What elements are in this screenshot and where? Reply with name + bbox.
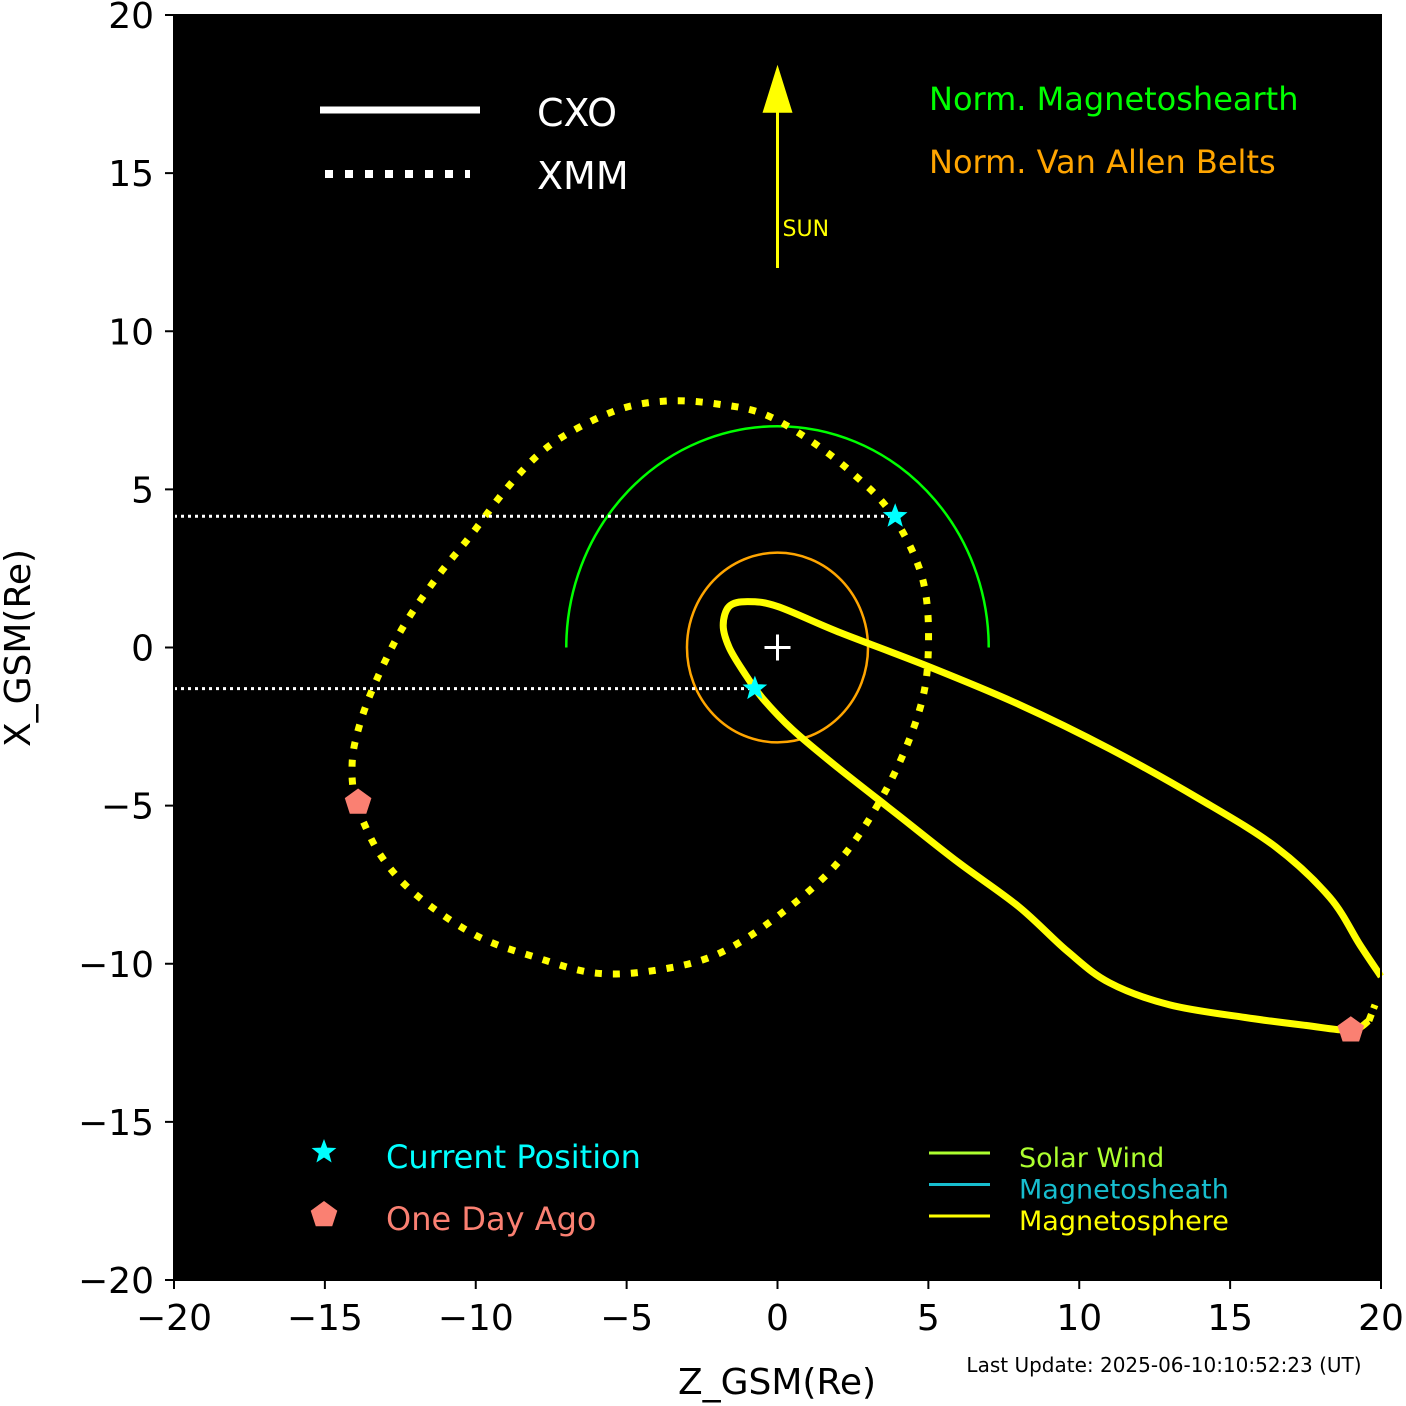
y-tick-label: −5 (101, 787, 154, 828)
magnetosheath-norm-arc (565, 424, 990, 648)
x-tick-label: 15 (1207, 1298, 1253, 1339)
xmm-orbit-tail (1365, 1003, 1379, 1022)
xmm-orbit-line (348, 397, 933, 978)
legend-norm-label: Norm. Magnetoshearth (929, 80, 1298, 118)
earth-center-cross (764, 634, 791, 661)
x-tick-label: −20 (136, 1298, 212, 1339)
orbit-series (348, 397, 1384, 1034)
x-tick-label: −10 (438, 1298, 514, 1339)
y-tick-label: −20 (78, 1261, 154, 1302)
one-day-ago-marker (344, 788, 372, 814)
sun-arrow-head (762, 64, 793, 113)
last-update-footer: Last Update: 2025-06-10:10:52:23 (UT) (966, 1353, 1361, 1377)
y-axis-label: X_GSM(Re) (0, 549, 39, 747)
cxo-orbit-line (719, 598, 1384, 1034)
x-tick-label: 0 (766, 1298, 789, 1339)
y-tick-label: 20 (108, 0, 154, 37)
y-tick-label: 15 (108, 154, 154, 195)
sun-arrow: SUN (762, 64, 830, 268)
x-axis-label: Z_GSM(Re) (678, 1362, 876, 1403)
y-tick-label: −15 (78, 1103, 154, 1144)
normal-regions (565, 424, 990, 744)
legend-cxo-label: CXO (537, 91, 617, 135)
one-day-ago-marker (1337, 1016, 1365, 1042)
legend-region-label: Magnetosheath (1019, 1175, 1229, 1206)
legend-one-day-ago-icon (310, 1201, 338, 1227)
x-tick-label: −15 (287, 1298, 363, 1339)
current-position-marker (882, 503, 908, 527)
axes: −20 −15 −10 −5 0 5 10 15 20 −20 −15 −10 −5 0 5 10 15 20 (78, 0, 1404, 1339)
y-tick-label: 10 (108, 312, 154, 353)
legend-region-label: Magnetosphere (1019, 1206, 1229, 1237)
x-tick-label: 10 (1056, 1298, 1102, 1339)
x-tick-label: −5 (600, 1298, 653, 1339)
x-tick-label: 5 (917, 1298, 940, 1339)
y-tick-label: −10 (78, 945, 154, 986)
van-allen-norm-ring (685, 551, 870, 744)
y-tick-label: 0 (131, 629, 154, 670)
legend-norm-label: Norm. Van Allen Belts (929, 143, 1276, 181)
legend-one-day-ago-label: One Day Ago (386, 1200, 596, 1238)
legend-region-label: Solar Wind (1019, 1143, 1164, 1174)
y-tick-label: 5 (131, 470, 154, 511)
legend-current-position-icon (311, 1139, 337, 1163)
current-position-marker (742, 675, 768, 700)
position-markers (174, 503, 1365, 1042)
legend-xmm-label: XMM (537, 154, 629, 198)
sun-arrow-label: SUN (783, 217, 830, 242)
x-tick-label: 20 (1358, 1298, 1404, 1339)
legend-current-position-label: Current Position (386, 1138, 641, 1176)
legends: CXO XMM Norm. Magnetoshearth Norm. Van Alle… (310, 80, 1298, 1238)
